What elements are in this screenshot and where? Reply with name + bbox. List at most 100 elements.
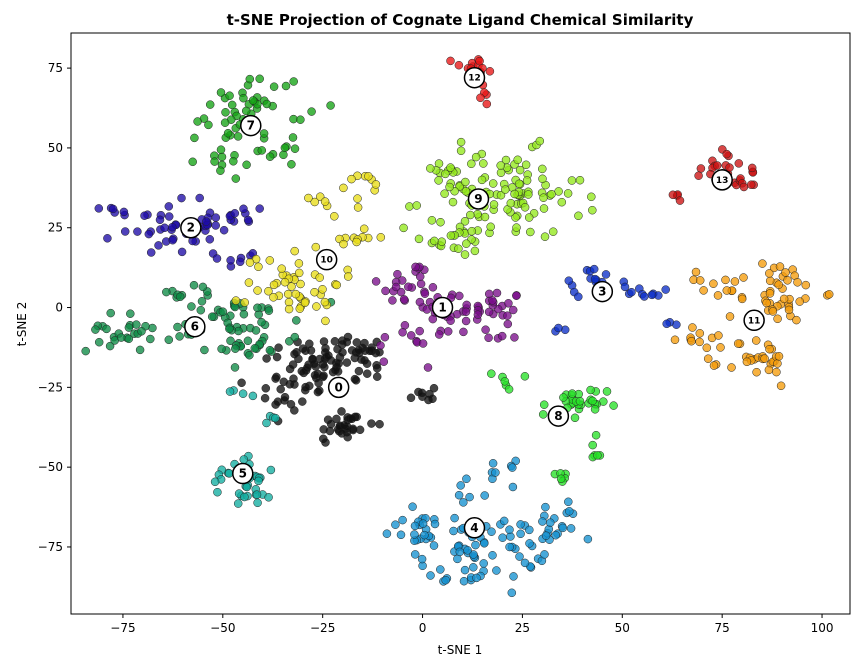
point-cluster-0	[351, 376, 361, 385]
point-cluster-2	[219, 225, 229, 235]
point-cluster-11	[737, 294, 747, 304]
point-cluster-10	[343, 272, 353, 281]
point-cluster-9	[437, 237, 447, 246]
point-cluster-10	[245, 258, 255, 267]
point-cluster-7	[289, 77, 298, 86]
point-cluster-1	[510, 333, 519, 342]
point-cluster-6	[226, 336, 235, 346]
point-cluster-6	[250, 344, 260, 353]
point-cluster-13	[725, 163, 734, 172]
point-cluster-6	[243, 336, 253, 346]
point-cluster-6	[175, 332, 184, 341]
point-cluster-0	[337, 407, 346, 416]
point-cluster-10	[353, 203, 363, 212]
point-cluster-11	[760, 354, 769, 363]
point-cluster-9	[588, 205, 597, 215]
point-cluster-4	[391, 520, 400, 529]
point-cluster-4	[449, 526, 458, 536]
point-cluster-2	[177, 247, 187, 257]
point-cluster-5	[225, 387, 235, 396]
point-cluster-1	[459, 327, 468, 337]
point-cluster-10	[295, 304, 305, 313]
point-cluster-5	[238, 389, 248, 398]
point-cluster-4	[479, 559, 488, 568]
point-cluster-7	[257, 146, 267, 155]
point-cluster-10	[359, 224, 369, 234]
point-cluster-2	[226, 256, 235, 265]
point-cluster-1	[503, 319, 513, 329]
cluster-label-text: 13	[716, 176, 729, 186]
point-cluster-8	[593, 451, 602, 460]
point-cluster-9	[427, 216, 437, 225]
point-cluster-11	[764, 365, 774, 375]
y-tick-label: 0	[55, 301, 63, 315]
point-cluster-10	[300, 298, 310, 307]
point-cluster-0	[272, 352, 282, 362]
point-cluster-10	[277, 264, 286, 273]
x-tick-label: 100	[811, 621, 834, 635]
point-cluster-1	[418, 339, 428, 348]
point-cluster-9	[467, 226, 477, 236]
point-cluster-7	[239, 93, 248, 103]
point-cluster-1	[484, 307, 494, 317]
point-cluster-10	[231, 296, 241, 305]
point-cluster-9	[513, 155, 522, 165]
point-cluster-9	[473, 209, 482, 219]
point-cluster-7	[223, 128, 233, 138]
point-cluster-11	[762, 298, 771, 308]
point-cluster-2	[120, 227, 130, 236]
point-cluster-4	[525, 525, 534, 535]
point-cluster-9	[514, 179, 524, 189]
point-cluster-1	[503, 311, 512, 320]
point-cluster-12	[476, 93, 485, 103]
point-cluster-7	[216, 145, 226, 154]
point-cluster-4	[509, 572, 518, 581]
point-cluster-5	[262, 418, 271, 428]
cluster-label-9: 9	[467, 188, 490, 210]
point-cluster-1	[415, 326, 424, 336]
point-cluster-0	[319, 425, 328, 434]
point-cluster-4	[436, 565, 445, 574]
point-cluster-8	[504, 385, 514, 394]
point-cluster-11	[765, 344, 774, 354]
point-cluster-2	[164, 202, 174, 211]
point-cluster-9	[445, 182, 454, 192]
point-cluster-9	[520, 203, 530, 212]
point-cluster-0	[342, 358, 352, 367]
point-cluster-10	[283, 289, 293, 299]
point-cluster-9	[430, 236, 439, 246]
point-cluster-1	[504, 299, 513, 308]
point-cluster-1	[461, 307, 471, 317]
point-cluster-0	[365, 346, 374, 356]
point-cluster-1	[415, 297, 425, 307]
point-cluster-10	[287, 282, 296, 291]
point-cluster-10	[371, 180, 381, 189]
point-cluster-10	[332, 280, 341, 290]
point-cluster-10	[320, 297, 330, 307]
point-cluster-9	[405, 202, 414, 211]
point-cluster-13	[746, 180, 756, 189]
point-cluster-1	[398, 328, 407, 337]
point-cluster-10	[294, 268, 304, 278]
point-cluster-10	[244, 278, 254, 287]
point-cluster-0	[301, 385, 310, 395]
point-cluster-0	[354, 366, 364, 376]
point-cluster-11	[699, 286, 708, 295]
point-cluster-11	[768, 307, 778, 316]
point-cluster-6	[207, 312, 217, 321]
point-cluster-11	[722, 286, 732, 295]
point-cluster-1	[428, 283, 438, 292]
point-cluster-9	[557, 197, 567, 207]
point-cluster-11	[739, 273, 748, 282]
point-cluster-9	[506, 198, 516, 208]
point-cluster-7	[279, 150, 288, 160]
point-cluster-7	[242, 160, 251, 170]
point-cluster-10	[291, 289, 301, 299]
point-cluster-9	[412, 201, 421, 210]
point-cluster-0	[354, 345, 363, 355]
cluster-label-text: 4	[470, 521, 478, 535]
point-cluster-9	[587, 192, 596, 202]
point-cluster-9	[470, 246, 480, 256]
x-tick-label: 50	[615, 621, 630, 635]
